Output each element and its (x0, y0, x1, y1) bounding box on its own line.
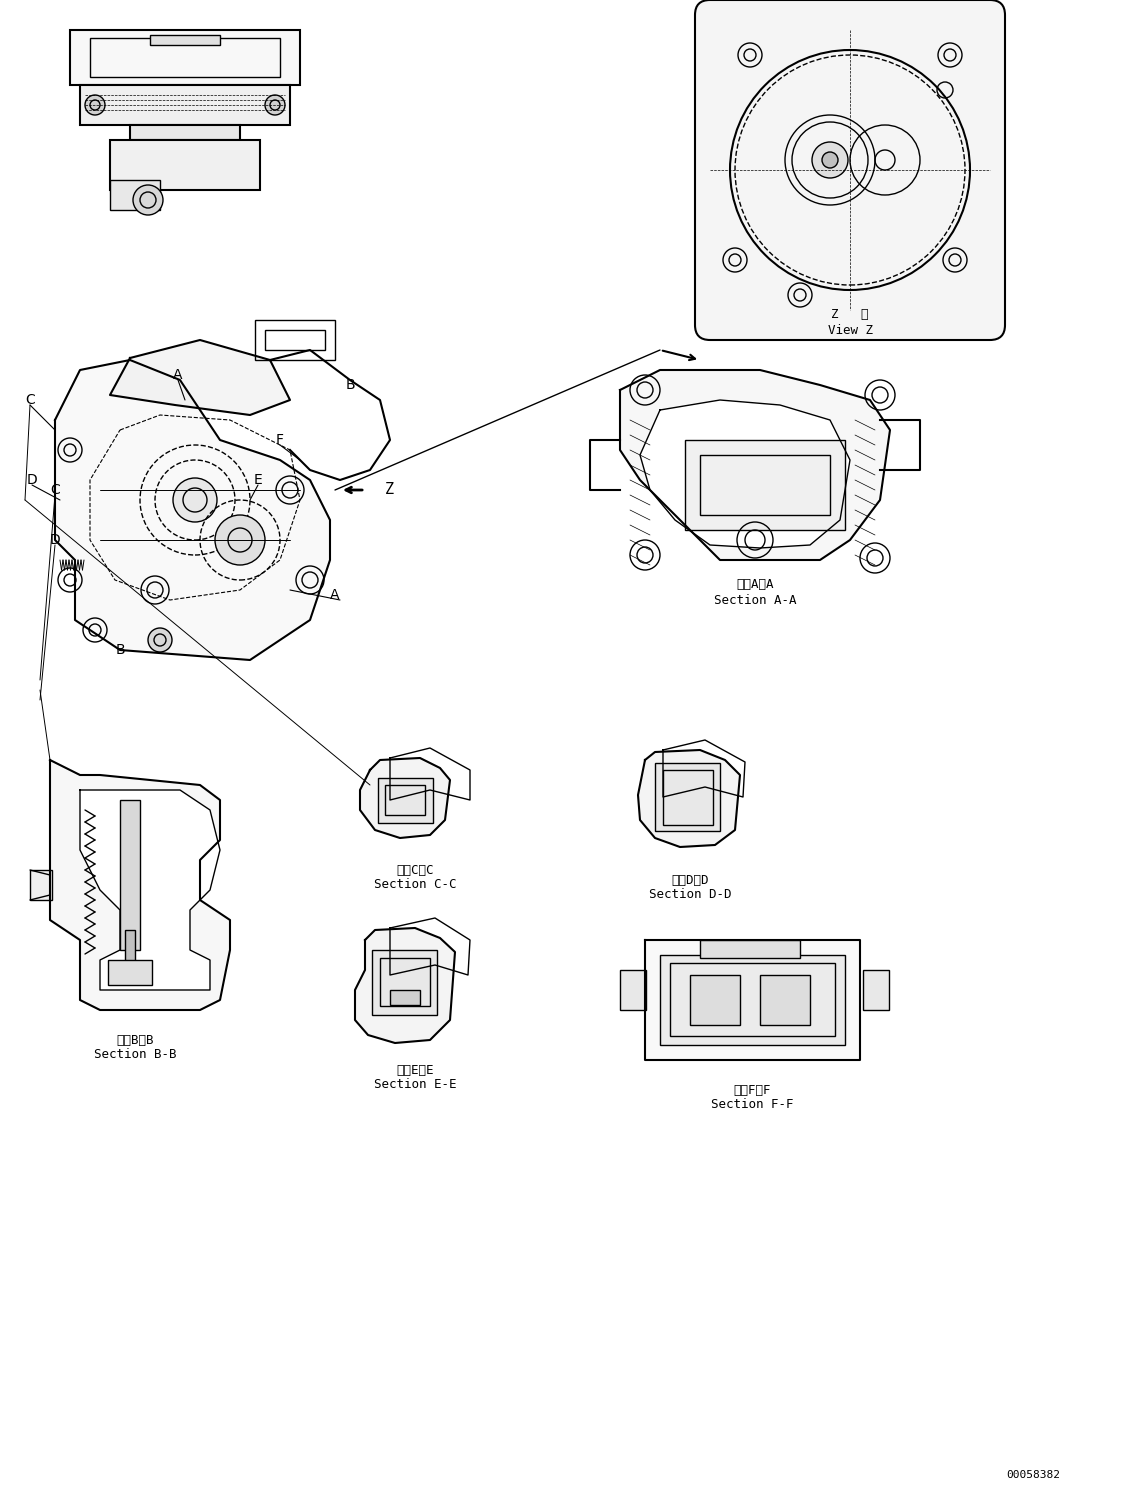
Bar (70, 30, 300, 85)
Polygon shape (80, 790, 220, 990)
Bar (264, 330, 325, 350)
Text: C: C (25, 394, 34, 407)
Bar (80, 85, 290, 125)
Polygon shape (355, 927, 455, 1044)
Text: A: A (173, 368, 183, 382)
Bar (670, 963, 835, 1036)
Bar (685, 440, 845, 529)
FancyBboxPatch shape (695, 0, 1005, 340)
Bar (700, 939, 800, 959)
Text: Section C-C: Section C-C (373, 878, 456, 892)
Text: Z   視: Z 視 (831, 309, 869, 322)
Text: 断面C－C: 断面C－C (396, 863, 434, 877)
Circle shape (822, 152, 838, 168)
Bar (390, 990, 420, 1005)
Polygon shape (619, 370, 890, 561)
Bar (372, 950, 437, 1015)
Bar (700, 455, 830, 514)
Bar (108, 960, 152, 986)
Polygon shape (50, 760, 230, 1009)
Bar (90, 37, 281, 78)
Text: Section B-B: Section B-B (94, 1048, 176, 1062)
Bar (660, 956, 845, 1045)
Bar (120, 801, 140, 950)
Text: Section F-F: Section F-F (711, 1099, 793, 1111)
Circle shape (173, 479, 218, 522)
Circle shape (812, 142, 848, 177)
Bar (690, 975, 740, 1024)
Circle shape (85, 95, 105, 115)
Text: 断面F－F: 断面F－F (733, 1084, 771, 1096)
Circle shape (148, 628, 172, 652)
Bar (150, 34, 220, 45)
Circle shape (133, 185, 163, 215)
Text: Section A-A: Section A-A (713, 593, 796, 607)
Text: 断面E－E: 断面E－E (396, 1063, 434, 1077)
Circle shape (215, 514, 264, 565)
Polygon shape (55, 359, 330, 661)
Text: 断面B－B: 断面B－B (117, 1033, 153, 1047)
Text: D: D (49, 532, 61, 547)
Text: Section E-E: Section E-E (373, 1078, 456, 1091)
Polygon shape (110, 340, 290, 414)
Bar (378, 778, 433, 823)
Text: D: D (26, 473, 38, 488)
Bar (385, 784, 425, 816)
Text: B: B (116, 643, 125, 658)
Bar (655, 763, 720, 830)
Text: A: A (330, 587, 340, 602)
Text: Z: Z (385, 483, 394, 498)
Polygon shape (638, 750, 740, 847)
Bar (380, 959, 431, 1006)
Bar (110, 140, 260, 189)
Text: B: B (345, 379, 355, 392)
Text: F: F (276, 432, 284, 447)
Bar (131, 125, 240, 140)
Bar (125, 930, 135, 971)
Text: 断面A－A: 断面A－A (736, 579, 774, 592)
Bar (619, 971, 646, 1009)
Text: View Z: View Z (828, 324, 872, 337)
Text: E: E (254, 473, 262, 488)
Bar (863, 971, 889, 1009)
Bar (663, 769, 713, 825)
Bar (760, 975, 810, 1024)
Circle shape (264, 95, 285, 115)
Bar (255, 321, 335, 359)
Bar (30, 871, 52, 901)
Polygon shape (645, 939, 860, 1060)
Bar (110, 180, 160, 210)
Text: Section D-D: Section D-D (649, 889, 732, 902)
Text: 断面D－D: 断面D－D (671, 874, 709, 887)
Text: 00058382: 00058382 (1006, 1470, 1060, 1481)
Polygon shape (640, 400, 850, 549)
Text: C: C (50, 483, 60, 497)
Polygon shape (360, 757, 450, 838)
